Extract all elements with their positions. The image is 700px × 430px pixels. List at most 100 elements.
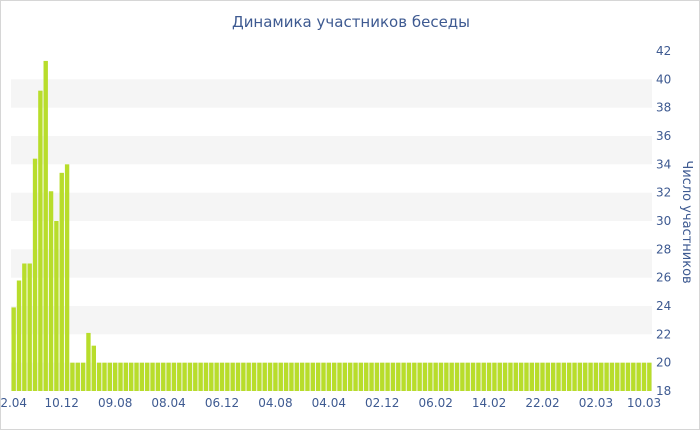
- bar: [348, 362, 353, 391]
- y-tick-label: 40: [656, 72, 671, 86]
- bar: [583, 362, 588, 391]
- bar: [283, 362, 289, 391]
- bar: [150, 362, 155, 391]
- bar: [540, 362, 545, 391]
- bar: [358, 362, 364, 391]
- bar: [294, 362, 299, 391]
- bar: [460, 362, 465, 391]
- x-tick-labels: 2.04 10.12 09.08 08.04 06.12 04.08 04.04 02.12 0…: [1, 396, 661, 410]
- bar: [177, 362, 182, 391]
- bar: [193, 362, 198, 391]
- bar: [556, 362, 561, 391]
- x-tick-label: 09.08: [98, 396, 132, 410]
- bar: [171, 362, 177, 391]
- bar: [615, 362, 620, 391]
- bar: [38, 90, 43, 392]
- bar: [241, 362, 246, 391]
- bar: [561, 362, 567, 391]
- x-tick-label: 06.02: [419, 396, 453, 410]
- bar: [593, 362, 599, 391]
- bar: [225, 362, 230, 391]
- bar: [428, 362, 433, 391]
- bar: [32, 158, 38, 391]
- bar: [70, 362, 75, 391]
- bar: [59, 172, 64, 391]
- bar: [454, 362, 460, 391]
- y-tick-label: 24: [656, 299, 671, 313]
- bar: [102, 362, 107, 391]
- bar: [385, 362, 390, 391]
- bar: [86, 332, 91, 391]
- bar: [64, 164, 70, 391]
- bar: [257, 362, 262, 391]
- bar: [315, 362, 321, 391]
- y-tick-label: 18: [656, 384, 671, 398]
- bar: [187, 362, 193, 391]
- grid-band: [11, 136, 652, 165]
- bar: [235, 362, 241, 391]
- bar: [604, 362, 609, 391]
- grid-bands: [11, 79, 652, 391]
- bar: [492, 362, 497, 391]
- bar: [246, 362, 251, 391]
- bar: [112, 362, 118, 391]
- y-tick-label: 20: [656, 356, 671, 370]
- bar: [641, 362, 647, 391]
- bar: [518, 362, 524, 391]
- bar: [22, 263, 27, 391]
- grid-band: [11, 79, 652, 108]
- grid-band: [11, 306, 652, 335]
- y-tick-labels: 18 20 22 24 26 28 30 32 34 36 38 40 42: [656, 44, 671, 398]
- bar: [417, 362, 422, 391]
- bar: [529, 362, 534, 391]
- bar: [262, 362, 267, 391]
- bar: [278, 362, 283, 391]
- bar: [390, 362, 396, 391]
- x-tick-label: 08.04: [151, 396, 185, 410]
- bar: [599, 362, 604, 391]
- chart-title: Динамика участников беседы: [231, 13, 471, 31]
- y-tick-label: 32: [656, 186, 671, 200]
- bar: [444, 362, 449, 391]
- bar: [129, 362, 134, 391]
- grid-band: [11, 249, 652, 278]
- bar: [54, 221, 59, 391]
- bar: [219, 362, 225, 391]
- bar: [502, 362, 508, 391]
- bar: [364, 362, 369, 391]
- bar: [631, 362, 636, 391]
- bar: [401, 362, 406, 391]
- bar: [273, 362, 278, 391]
- x-tick-label: 10.12: [45, 396, 79, 410]
- bar: [16, 280, 22, 391]
- bar: [353, 362, 358, 391]
- bar: [470, 362, 476, 391]
- bar: [337, 362, 342, 391]
- bar: [647, 362, 652, 391]
- bar: [118, 362, 123, 391]
- y-tick-label: 34: [656, 157, 671, 171]
- bar: [80, 362, 86, 391]
- bar: [524, 362, 529, 391]
- x-tick-label: 14.02: [472, 396, 506, 410]
- y-tick-label: 22: [656, 327, 671, 341]
- bar: [209, 362, 214, 391]
- y-tick-label: 42: [656, 44, 671, 58]
- x-tick-label: 2.04: [1, 396, 27, 410]
- y-tick-label: 36: [656, 129, 671, 143]
- bar: [433, 362, 438, 391]
- bar-series: [11, 60, 652, 392]
- bar: [497, 362, 502, 391]
- bar: [75, 362, 80, 391]
- bar: [96, 362, 102, 391]
- bar: [625, 362, 631, 391]
- bar: [567, 362, 572, 391]
- bar: [267, 362, 273, 391]
- bar: [374, 362, 380, 391]
- bar: [342, 362, 348, 391]
- bar: [438, 362, 444, 391]
- bar: [289, 362, 294, 391]
- bar: [406, 362, 412, 391]
- bar: [577, 362, 583, 391]
